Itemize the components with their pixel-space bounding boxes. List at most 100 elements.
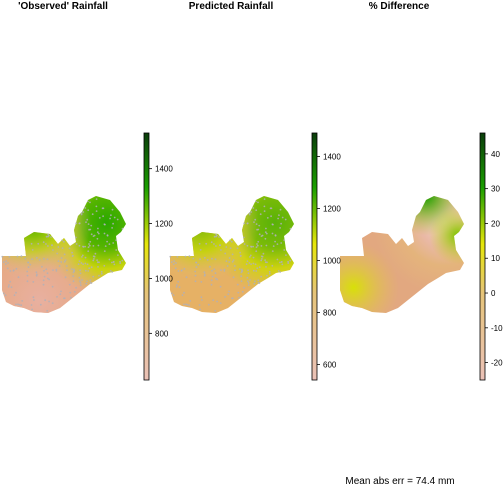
station-point <box>195 261 197 264</box>
station-point <box>29 263 32 266</box>
station-point <box>178 286 181 289</box>
station-point <box>257 201 259 204</box>
station-point <box>26 270 29 273</box>
station-point <box>87 246 90 249</box>
station-point <box>2 292 5 295</box>
station-point <box>236 283 239 286</box>
station-point <box>209 265 211 268</box>
station-point <box>225 260 228 262</box>
station-point <box>97 232 100 235</box>
station-point <box>194 280 197 283</box>
station-point <box>30 242 33 245</box>
station-point <box>257 279 260 282</box>
legend-tick-label: -20 <box>491 359 503 368</box>
station-point <box>112 242 115 244</box>
station-point <box>4 294 7 297</box>
station-point <box>36 273 38 276</box>
station-point <box>239 254 242 257</box>
station-point <box>27 261 29 264</box>
station-point <box>255 250 258 253</box>
station-point <box>33 299 35 301</box>
station-point <box>249 279 251 281</box>
station-point <box>180 269 183 272</box>
station-point <box>60 261 63 263</box>
station-point <box>82 263 84 265</box>
legend-tick-label: 1200 <box>323 204 341 213</box>
station-point <box>64 259 67 261</box>
station-point <box>80 212 83 214</box>
station-point <box>284 218 287 221</box>
station-point <box>279 227 281 229</box>
station-point <box>119 260 121 263</box>
station-point <box>248 212 251 214</box>
station-point <box>199 258 201 260</box>
station-point <box>115 239 118 242</box>
station-point <box>43 275 46 278</box>
station-point <box>252 262 255 265</box>
station-point <box>289 227 292 230</box>
station-point <box>248 262 251 264</box>
station-point <box>229 239 231 242</box>
legend-tick-label: 30 <box>491 185 500 194</box>
station-point <box>268 272 271 275</box>
station-point <box>264 259 266 261</box>
station-point <box>5 260 8 262</box>
legend-predicted-bar <box>311 132 318 381</box>
station-point <box>92 275 95 278</box>
station-point <box>90 233 93 236</box>
station-point <box>55 270 58 272</box>
station-point <box>276 258 279 261</box>
station-point <box>192 257 195 260</box>
station-point <box>220 269 222 271</box>
station-point <box>56 252 59 255</box>
station-point <box>51 244 53 247</box>
station-point <box>200 281 203 283</box>
station-point <box>181 294 184 297</box>
station-point <box>10 286 13 289</box>
station-point <box>228 261 231 263</box>
station-point <box>258 233 261 236</box>
station-point <box>210 279 213 282</box>
station-point <box>26 280 29 283</box>
station-point <box>96 259 98 261</box>
legend-tick-label: 20 <box>491 219 500 228</box>
station-point <box>228 257 231 259</box>
station-point <box>280 242 283 244</box>
station-point <box>229 247 232 250</box>
station-point <box>241 268 243 271</box>
observation-points-observed <box>1 198 124 312</box>
station-point <box>252 245 254 248</box>
legend-tick-label: 1000 <box>155 274 173 283</box>
station-point <box>271 223 274 226</box>
station-point <box>97 244 100 247</box>
station-point <box>176 284 178 286</box>
station-point <box>249 256 251 258</box>
station-point <box>228 290 230 293</box>
station-point <box>215 245 217 247</box>
station-point <box>51 302 54 305</box>
station-point <box>50 236 52 238</box>
station-point <box>4 263 7 265</box>
station-point <box>98 217 101 219</box>
station-point <box>60 290 62 293</box>
station-point <box>226 265 229 267</box>
station-point <box>94 252 97 255</box>
station-point <box>106 240 108 243</box>
station-point <box>93 255 96 258</box>
station-point <box>175 285 178 288</box>
station-point <box>81 279 83 281</box>
station-point <box>68 283 71 286</box>
station-point <box>87 250 90 253</box>
station-point <box>18 303 21 306</box>
station-point <box>43 257 45 260</box>
station-point <box>174 267 177 270</box>
station-point <box>247 272 250 275</box>
station-point <box>32 281 35 283</box>
station-point <box>247 284 250 287</box>
station-point <box>103 250 106 253</box>
station-point <box>281 263 284 266</box>
station-point <box>47 233 50 236</box>
station-point <box>108 243 111 246</box>
station-point <box>112 261 115 263</box>
